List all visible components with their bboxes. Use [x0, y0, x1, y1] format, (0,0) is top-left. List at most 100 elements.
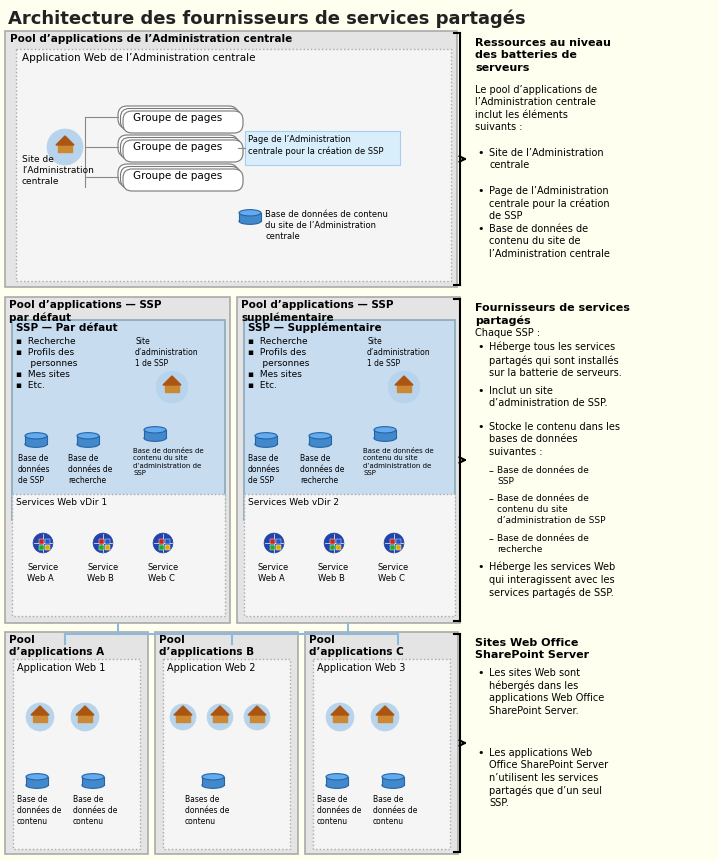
Text: Base de
données
de SSP: Base de données de SSP [248, 454, 281, 485]
Text: Base de données de
contenu du site
d’administration de SSP: Base de données de contenu du site d’adm… [497, 493, 605, 524]
Text: Application Web 2: Application Web 2 [167, 662, 256, 672]
Circle shape [324, 534, 344, 554]
Bar [309, 437, 331, 444]
Bar [5, 32, 457, 288]
Bar [382, 777, 404, 785]
Text: Service
Web A: Service Web A [27, 562, 58, 582]
Ellipse shape [77, 433, 99, 439]
Text: Application Web 1: Application Web 1 [17, 662, 106, 672]
Text: Base de
données de
contenu: Base de données de contenu [317, 794, 361, 825]
Bar [330, 545, 335, 550]
Bar [25, 437, 47, 444]
Text: Base de
données de
contenu: Base de données de contenu [17, 794, 61, 825]
Bar [144, 430, 166, 439]
Text: Sites Web Office
SharePoint Server: Sites Web Office SharePoint Server [475, 637, 589, 660]
FancyBboxPatch shape [118, 136, 238, 158]
Text: –: – [489, 533, 494, 543]
Ellipse shape [382, 782, 404, 789]
Text: Base de
données de
recherche: Base de données de recherche [300, 454, 345, 485]
Text: Inclut un site
d’administration de SSP.: Inclut un site d’administration de SSP. [489, 386, 607, 408]
Text: Application Web de l’Administration centrale: Application Web de l’Administration cent… [22, 53, 256, 63]
Polygon shape [163, 376, 181, 386]
Text: •: • [477, 186, 483, 195]
Polygon shape [31, 706, 49, 715]
Ellipse shape [255, 442, 277, 448]
Text: Pool d’applications — SSP
par défaut: Pool d’applications — SSP par défaut [9, 300, 162, 323]
Bar [239, 214, 261, 222]
FancyBboxPatch shape [123, 170, 243, 192]
Bar [330, 539, 335, 544]
Bar [389, 539, 394, 544]
Bar [39, 545, 44, 550]
Text: Le pool d’applications de
l’Administration centrale
inclut les éléments
suivants: Le pool d’applications de l’Administrati… [475, 85, 597, 132]
Polygon shape [211, 706, 229, 715]
Bar [13, 660, 140, 849]
Bar [45, 539, 50, 544]
Circle shape [326, 703, 354, 731]
Ellipse shape [374, 436, 396, 442]
Text: Base de
données de
contenu: Base de données de contenu [73, 794, 117, 825]
Text: –: – [489, 493, 494, 504]
Bar [245, 132, 400, 166]
Bar [396, 539, 401, 544]
Ellipse shape [202, 782, 224, 789]
Bar [163, 660, 290, 849]
Text: Services Web vDir 1: Services Web vDir 1 [16, 498, 107, 506]
Ellipse shape [26, 774, 48, 780]
Text: •: • [477, 667, 483, 678]
Text: Groupe de pages: Groupe de pages [134, 113, 223, 123]
Text: Groupe de pages: Groupe de pages [134, 170, 223, 181]
Bar [159, 545, 164, 550]
Polygon shape [176, 715, 190, 722]
Text: Base de
données
de SSP: Base de données de SSP [18, 454, 50, 485]
Bar [45, 545, 50, 550]
Polygon shape [58, 146, 72, 152]
Ellipse shape [25, 433, 47, 439]
Bar [255, 437, 277, 444]
Text: Base de données de
contenu du site de
l’Administration centrale: Base de données de contenu du site de l’… [489, 224, 610, 258]
Circle shape [153, 534, 173, 554]
Ellipse shape [144, 436, 166, 442]
Circle shape [33, 534, 53, 554]
Bar [396, 545, 401, 550]
Text: Base de données de
contenu du site
d’administration de
SSP: Base de données de contenu du site d’adm… [133, 448, 204, 476]
Text: Base de données de
SSP: Base de données de SSP [497, 466, 589, 486]
Text: Site
d’administration
1 de SSP: Site d’administration 1 de SSP [367, 337, 431, 368]
Ellipse shape [144, 427, 166, 433]
Bar [105, 539, 110, 544]
Bar [98, 539, 103, 544]
Text: Fournisseurs de services
partagés: Fournisseurs de services partagés [475, 303, 630, 325]
Text: •: • [477, 342, 483, 351]
Ellipse shape [239, 210, 261, 217]
Polygon shape [78, 715, 92, 722]
Polygon shape [397, 386, 411, 393]
Text: Service
Web A: Service Web A [258, 562, 289, 582]
Polygon shape [333, 715, 347, 722]
Text: Site de
l’Administration
centrale: Site de l’Administration centrale [22, 155, 94, 186]
Text: ▪  Recherche
▪  Profils des
     personnes
▪  Mes sites
▪  Etc.: ▪ Recherche ▪ Profils des personnes ▪ Me… [248, 337, 309, 390]
Text: Pool
d’applications A: Pool d’applications A [9, 635, 104, 657]
Bar [335, 545, 340, 550]
Polygon shape [165, 386, 179, 393]
Text: Architecture des fournisseurs de services partagés: Architecture des fournisseurs de service… [8, 10, 526, 28]
Polygon shape [213, 715, 227, 722]
Bar [305, 632, 458, 854]
Text: •: • [477, 148, 483, 158]
Bar [244, 320, 455, 520]
Bar [244, 494, 455, 616]
Text: •: • [477, 422, 483, 431]
Text: •: • [477, 386, 483, 395]
Text: Application Web 3: Application Web 3 [317, 662, 406, 672]
Text: •: • [477, 747, 483, 757]
Text: Héberge tous les services
partagés qui sont installés
sur la batterie de serveur: Héberge tous les services partagés qui s… [489, 342, 622, 377]
Bar [16, 50, 451, 282]
FancyBboxPatch shape [118, 107, 238, 129]
Bar [164, 545, 169, 550]
Polygon shape [378, 715, 392, 722]
Ellipse shape [326, 774, 348, 780]
Ellipse shape [82, 774, 104, 780]
Text: Pool d’applications — SSP
supplémentaire: Pool d’applications — SSP supplémentaire [241, 300, 393, 323]
Polygon shape [76, 706, 94, 715]
Ellipse shape [309, 442, 331, 448]
Bar [374, 430, 396, 439]
